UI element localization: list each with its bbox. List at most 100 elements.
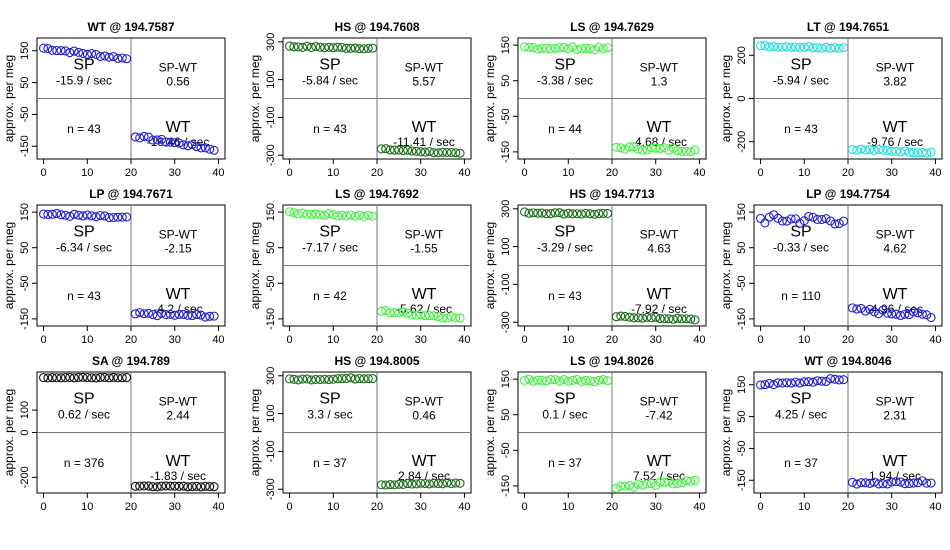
data-point-wt (403, 308, 413, 318)
data-point-wt (200, 481, 210, 491)
data-point-wt (385, 145, 395, 155)
x-tick-label: 0 (40, 501, 46, 513)
data-point-wt (135, 133, 145, 143)
data-point-sp (839, 43, 849, 53)
data-point-sp (812, 376, 822, 386)
data-point-wt (642, 312, 652, 322)
sp-rate: 0.62 / sec (58, 407, 110, 421)
data-point-wt (926, 478, 936, 488)
sp-rate: -5.84 / sec (302, 73, 358, 87)
spwt-label: SP-WT (159, 227, 198, 241)
data-point-wt (891, 477, 901, 487)
data-point-wt (174, 138, 184, 148)
spwt-value: -2.15 (164, 241, 192, 255)
data-point-sp (817, 376, 827, 386)
data-point-sp (293, 375, 303, 385)
data-point-wt (376, 306, 386, 316)
data-point-wt (389, 480, 400, 490)
y-tick-label: -100 (265, 106, 277, 128)
data-point-wt (152, 482, 162, 492)
n-label: n = 43 (67, 122, 101, 136)
x-tick-label: 20 (125, 167, 137, 179)
data-point-sp (289, 374, 299, 384)
data-point-wt (629, 313, 639, 323)
data-point-sp (95, 210, 105, 221)
data-point-wt (633, 313, 643, 323)
x-tick-label: 30 (886, 501, 898, 513)
y-tick-label: 50 (500, 409, 512, 421)
data-point-sp (333, 211, 343, 221)
data-point-wt (407, 310, 417, 320)
data-point-sp (760, 218, 770, 228)
data-point-wt (398, 145, 408, 156)
y-tick-label: -50 (500, 108, 512, 124)
wt-rate: -4.96 / sec (867, 302, 923, 316)
data-point-sp (790, 42, 801, 52)
data-point-wt (205, 482, 215, 492)
panel-title: LS @ 194.7629 (570, 20, 654, 34)
sp-rate: -5.94 / sec (773, 73, 829, 87)
sp-label: SP (790, 390, 811, 407)
y-axis-label: approx. per meg (719, 55, 733, 142)
data-point-sp (589, 45, 600, 55)
data-point-wt (852, 304, 862, 314)
data-point-wt (668, 143, 678, 153)
x-tick-label: 40 (212, 501, 224, 513)
data-point-sp (87, 49, 97, 59)
sp-label: SP (554, 390, 575, 407)
x-tick-label: 0 (286, 334, 292, 346)
data-point-wt (677, 478, 687, 488)
data-point-sp (113, 212, 123, 222)
data-point-sp (834, 375, 844, 385)
panel-title: LP @ 194.7671 (89, 187, 173, 201)
spwt-value: 4.63 (647, 241, 671, 255)
spwt-value: 0.46 (412, 408, 436, 422)
y-tick-label: 50 (736, 410, 748, 422)
data-point-wt (913, 478, 923, 488)
y-tick-label: 150 (19, 42, 31, 60)
x-tick-label: 10 (562, 334, 574, 346)
data-point-wt (148, 482, 158, 492)
data-point-wt (143, 308, 154, 318)
data-point-wt (616, 311, 626, 321)
x-tick-label: 10 (327, 501, 339, 513)
x-tick-label: 30 (169, 501, 181, 513)
data-point-sp (122, 212, 132, 222)
wt-rate: -7.92 / sec (631, 302, 687, 316)
data-point-sp (78, 372, 88, 382)
x-tick-label: 30 (886, 167, 898, 179)
data-point-wt (909, 147, 919, 158)
spwt-value: -1.55 (410, 241, 438, 255)
data-point-sp (782, 378, 792, 388)
data-point-sp (524, 374, 534, 384)
data-point-sp (756, 213, 766, 223)
wt-label: WT (412, 119, 437, 136)
panel-title: LS @ 194.7692 (335, 187, 419, 201)
data-point-sp (52, 373, 62, 383)
data-point-sp (528, 208, 538, 218)
data-point-sp (82, 372, 92, 383)
y-axis-label: approx. per meg (2, 389, 16, 476)
data-point-wt (205, 144, 215, 154)
data-point-wt (446, 312, 456, 322)
panel-title: HS @ 194.8005 (334, 354, 419, 368)
data-point-wt (620, 144, 630, 154)
panel-title: LT @ 194.7651 (807, 20, 890, 34)
y-tick-label: 50 (19, 76, 31, 88)
data-point-wt (161, 310, 171, 320)
y-tick-label: -50 (736, 440, 748, 456)
data-point-wt (398, 479, 408, 489)
data-point-wt (677, 146, 687, 156)
data-point-sp (359, 374, 369, 384)
data-point-sp (581, 43, 591, 53)
y-axis-label: approx. per meg (2, 222, 16, 309)
data-point-sp (328, 210, 338, 220)
y-tick-label: -50 (736, 275, 748, 291)
y-axis-label: approx. per meg (248, 389, 262, 476)
y-tick-label: 0 (736, 95, 748, 101)
spwt-value: 2.44 (166, 408, 190, 422)
x-tick-label: 10 (562, 167, 574, 179)
y-tick-label: 50 (265, 242, 277, 254)
data-point-wt (170, 481, 180, 491)
data-point-sp (777, 42, 787, 52)
